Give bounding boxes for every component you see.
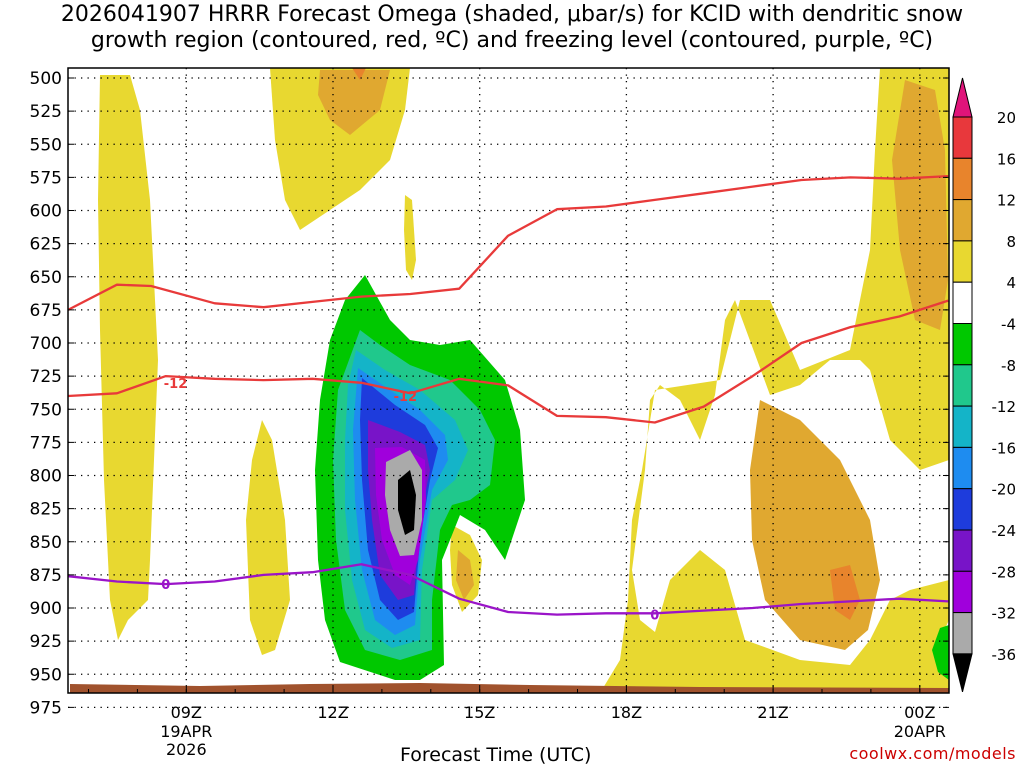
- omega-region-positive-8c: [750, 400, 880, 650]
- contour-line: [68, 299, 949, 424]
- site-credit: coolwx.com/models: [849, 744, 1016, 763]
- colorbar-label: -12: [992, 398, 1017, 416]
- colorbar-label: 4: [1006, 274, 1016, 292]
- y-tick-label: 700: [30, 334, 62, 354]
- colorbar-swatch: [952, 529, 973, 572]
- colorbar-label: 12: [997, 192, 1016, 210]
- y-axis: 500 525 550 575 600 625 650 675 700 725 750 775 800 8…: [30, 69, 949, 718]
- y-tick-label: 625: [30, 235, 62, 255]
- colorbar-label: 20: [997, 109, 1016, 127]
- colorbar-swatch: [952, 364, 973, 407]
- omega-region-positive-5: [600, 68, 949, 693]
- contour-label: -12: [394, 390, 418, 405]
- y-tick-label: 750: [30, 400, 62, 420]
- colorbar-label: -16: [992, 439, 1017, 457]
- contour-label: 0: [650, 609, 659, 624]
- y-tick-label: 775: [30, 433, 62, 453]
- colorbar-swatch: [952, 116, 973, 159]
- y-tick-label: 525: [30, 102, 62, 122]
- colorbar-label: -36: [992, 646, 1017, 664]
- colorbar-swatch: [952, 199, 973, 242]
- colorbar-label: -32: [992, 605, 1017, 623]
- colorbar-label: -4: [1001, 316, 1016, 334]
- y-tick-label: 950: [30, 665, 62, 685]
- chart-title: 2026041907 HRRR Forecast Omega (shaded, …: [0, 2, 1024, 54]
- omega-region-positive-1: [98, 75, 158, 640]
- colorbar-swatch: [952, 240, 973, 283]
- y-tick-label: 875: [30, 566, 62, 586]
- omega-region-positive-4: [246, 420, 290, 655]
- contour-lines: [68, 174, 949, 616]
- colorbar-label: -28: [992, 563, 1017, 581]
- y-tick-label: 500: [30, 69, 62, 89]
- x-tick-label: 00Z: [904, 703, 935, 722]
- colorbar-swatch: [952, 157, 973, 201]
- x-tick-date-label: 19APR: [160, 722, 212, 741]
- y-tick-label: 825: [30, 500, 62, 520]
- y-tick-label: 550: [30, 135, 62, 155]
- x-axis-title: Forecast Time (UTC): [400, 744, 592, 766]
- x-tick-label: 15Z: [464, 703, 495, 722]
- colorbar-swatch: [952, 488, 973, 531]
- colorbar-swatch: [952, 446, 973, 490]
- colorbar-swatch: [952, 612, 973, 655]
- colorbar-label: -24: [992, 522, 1017, 540]
- colorbar-label: 8: [1006, 233, 1016, 251]
- colorbar-cap-bottom: [952, 653, 973, 693]
- x-tick-label: 09Z: [171, 703, 202, 722]
- y-tick-label: 725: [30, 367, 62, 387]
- terrain-ground: [70, 683, 949, 693]
- omega-shading: [98, 68, 949, 693]
- x-tick-label: 18Z: [611, 703, 642, 722]
- omega-region-positive-12b: [352, 68, 366, 80]
- colorbar-label: 16: [997, 150, 1016, 168]
- contour-line: [68, 563, 949, 616]
- colorbar: 20 16 12 8 4 -4 -8 -12 -16 -20 -24 -28 -32 -36: [952, 77, 1017, 693]
- x-tick-label: 21Z: [757, 703, 788, 722]
- omega-region-negative-36: [398, 470, 416, 535]
- y-tick-label: 850: [30, 533, 62, 553]
- colorbar-cap-top: [952, 77, 973, 118]
- colorbar-swatch: [952, 570, 973, 614]
- omega-region-negative-4b: [932, 625, 949, 680]
- y-tick-label: 900: [30, 599, 62, 619]
- y-tick-label: 650: [30, 268, 62, 288]
- contour-labels: -12 -12 0 0: [161, 377, 659, 624]
- omega-region-positive-8: [318, 70, 390, 135]
- x-tick-date-label: 20APR: [894, 722, 946, 741]
- omega-region-positive-12: [830, 565, 860, 620]
- colorbar-swatch: [952, 323, 973, 366]
- y-tick-label: 575: [30, 168, 62, 188]
- y-tick-label: 675: [30, 301, 62, 321]
- colorbar-label: -20: [992, 481, 1017, 499]
- contour-label: 0: [161, 578, 170, 593]
- x-tick-year-label: 2026: [166, 740, 207, 759]
- y-tick-label: 800: [30, 467, 62, 487]
- omega-region-positive-3: [404, 195, 416, 280]
- plot-frame: [67, 67, 950, 694]
- y-tick-label: 600: [30, 202, 62, 222]
- colorbar-swatch: [952, 405, 973, 448]
- x-tick-label: 12Z: [317, 703, 348, 722]
- chart-title-line2: growth region (contoured, red, ºC) and f…: [90, 28, 934, 53]
- y-tick-label: 925: [30, 632, 62, 652]
- colorbar-label: -8: [1001, 357, 1016, 375]
- y-tick-label: 975: [30, 698, 62, 718]
- contour-label: -12: [164, 377, 188, 392]
- contour-line: [68, 174, 949, 311]
- chart-title-line1: 2026041907 HRRR Forecast Omega (shaded, …: [60, 2, 964, 27]
- colorbar-swatch: [952, 281, 973, 325]
